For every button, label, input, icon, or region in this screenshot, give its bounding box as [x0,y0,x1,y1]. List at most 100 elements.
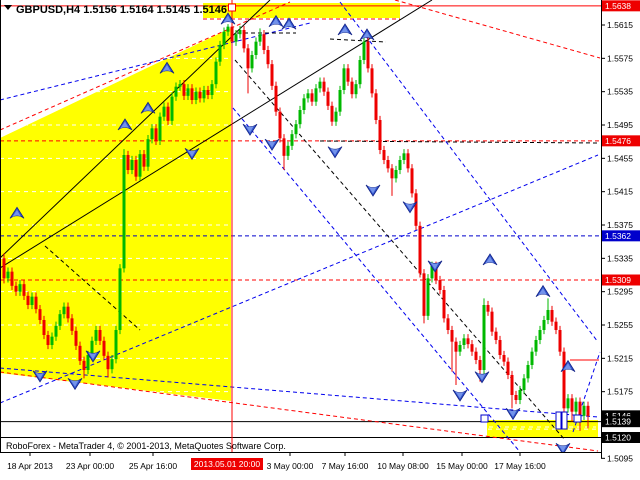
trendline[interactable] [329,38,387,43]
candle-body [422,273,426,316]
candle-body [466,338,470,345]
trendlines[interactable] [0,0,601,452]
candle-body [450,330,454,342]
candle-body [474,351,478,360]
candle-body [182,84,186,96]
lower-target-zone[interactable] [487,420,598,437]
swing-up-arrow-icon [220,12,236,25]
candle-body [106,355,110,370]
candle-body [94,330,98,341]
horizontal-price-levels[interactable] [0,5,601,438]
candle-body [222,31,226,45]
candle-body [462,338,466,345]
price-level-label-badge [602,0,640,12]
trendline[interactable] [234,59,566,441]
candle-body [470,344,474,352]
candle-body [58,314,62,326]
symbol-dropdown-icon[interactable] [4,5,12,10]
candle-body [246,48,250,69]
candle-body [334,111,338,122]
object-selection-handle[interactable] [573,414,582,423]
trendline[interactable] [339,1,599,343]
time-tick-label: 17 May 16:00 [494,461,546,471]
time-tick-label: 23 Apr 00:00 [66,461,114,471]
candle-body [410,168,414,194]
trendline[interactable] [319,140,601,144]
swing-up-arrow-icon [560,359,576,372]
candle-body [42,320,46,335]
selected-date-label: 2013.05.01 20:00 [194,459,260,469]
candle-body [522,378,526,390]
candle-body [494,331,498,340]
swing-down-arrow-icon [242,123,258,136]
swing-down-arrow-icon [555,443,571,452]
swing-down-arrow-icon [474,371,490,384]
trendline[interactable] [0,1,291,131]
candle-body [230,26,234,42]
trendline[interactable] [0,371,599,452]
swing-up-arrow-icon [159,61,175,74]
analysis-zones[interactable] [0,3,598,437]
object-selection-handle[interactable] [561,411,568,430]
object-selection-handle[interactable] [555,411,562,430]
selection-handles[interactable] [228,3,582,430]
candle-body [574,401,578,412]
swing-up-arrow-icon [359,28,375,41]
candle-body [362,41,366,60]
candle-body [374,93,378,120]
candle-body [170,96,174,121]
trendline[interactable] [0,154,599,404]
trendline[interactable] [0,22,311,101]
trendline[interactable] [394,0,601,59]
price-tick-label: 1.5255 [607,320,633,330]
swing-down-arrow-icon [505,408,521,421]
candle-body [26,295,30,305]
object-selection-handle[interactable] [228,3,236,12]
candle-body [126,155,130,170]
candle-body [486,305,490,312]
price-level-label-badge [602,432,640,443]
candle-body [70,318,74,331]
candle-body [134,160,138,177]
candle-body [190,88,194,100]
price-level-label-badge [602,135,640,147]
candle-body [446,318,450,330]
candle-body [142,154,146,167]
candle-body [302,98,306,110]
candle-body [194,91,198,100]
candle-body [402,153,406,160]
trendline[interactable] [232,107,521,452]
candle-body [242,30,246,49]
candle-body [562,351,566,409]
price-tick-label: 1.5415 [607,187,633,197]
trendline[interactable] [44,245,141,331]
candle-body [250,55,254,69]
price-level-label: 1.5309 [605,275,631,285]
candle-body [434,265,438,280]
candle-body [214,61,218,85]
candle-body [130,160,134,170]
trendline[interactable] [0,0,433,269]
candle-body [138,154,142,177]
candle-body [550,310,554,322]
rising-channel-zone[interactable] [0,28,231,401]
object-selection-handle[interactable] [480,414,489,423]
candle-body [178,84,182,87]
candle-body [502,355,506,362]
candle-body [54,325,58,337]
selected-date-badge [191,458,263,470]
candle-body [394,170,398,179]
candle-body [438,280,442,290]
upper-target-zone[interactable] [203,3,400,18]
candle-body [62,306,66,315]
candle-body [66,306,70,319]
candle-body [534,340,538,352]
trendline[interactable] [0,367,599,418]
candle-body [266,50,270,65]
time-tick-label: 3 May 00:00 [267,461,314,471]
candle-body [330,105,334,122]
swing-down-arrow-icon [402,201,418,214]
candle-body [378,120,382,150]
